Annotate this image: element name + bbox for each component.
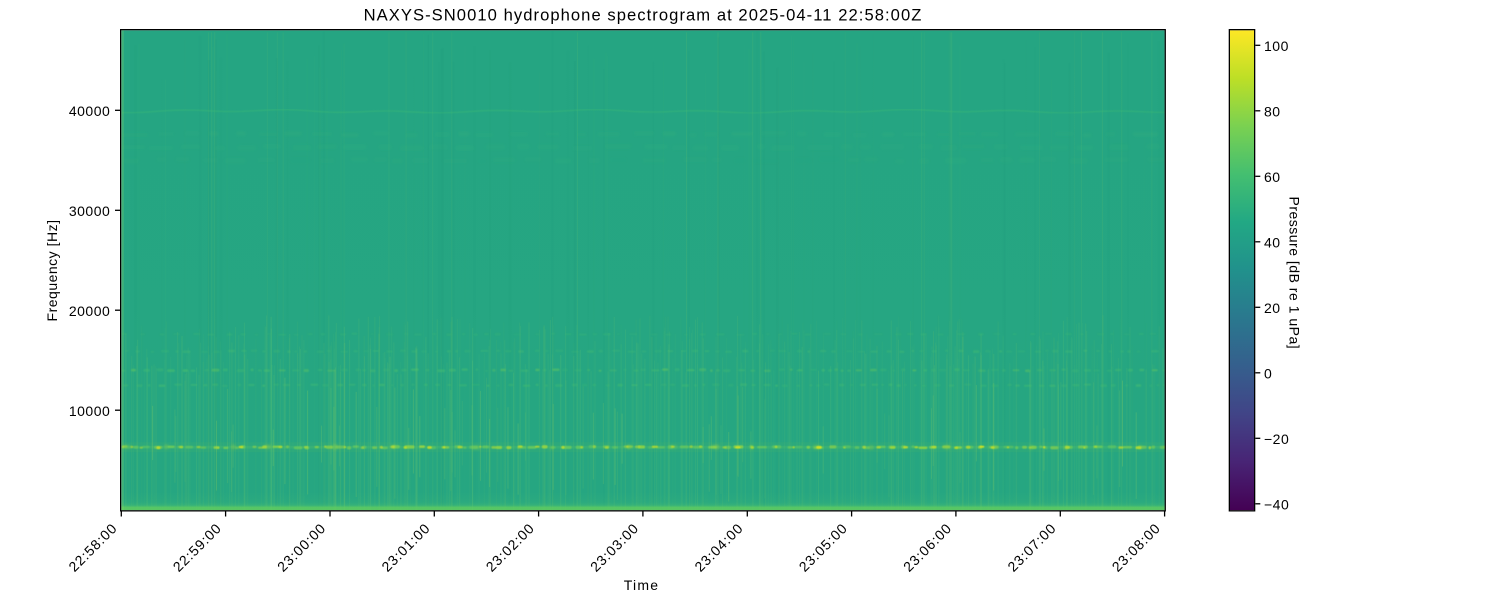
svg-text:80: 80 [1264,104,1281,120]
svg-text:23:01:00: 23:01:00 [378,520,433,575]
svg-text:23:03:00: 23:03:00 [587,520,642,575]
svg-text:23:00:00: 23:00:00 [274,520,329,575]
svg-text:Pressure [dB re 1 uPa]: Pressure [dB re 1 uPa] [1287,196,1303,349]
svg-text:60: 60 [1264,169,1281,185]
svg-text:Time: Time [624,577,659,593]
svg-text:NAXYS-SN0010 hydrophone spectr: NAXYS-SN0010 hydrophone spectrogram at 2… [364,6,923,25]
svg-text:−20: −20 [1264,431,1289,447]
svg-text:23:07:00: 23:07:00 [1004,520,1059,575]
svg-text:23:06:00: 23:06:00 [900,520,955,575]
svg-text:0: 0 [1264,366,1272,382]
svg-text:22:58:00: 22:58:00 [65,520,120,575]
svg-text:40000: 40000 [69,103,110,119]
svg-text:20: 20 [1264,300,1281,316]
svg-text:23:04:00: 23:04:00 [691,520,746,575]
svg-text:30000: 30000 [69,203,110,219]
svg-text:23:05:00: 23:05:00 [796,520,851,575]
svg-text:20000: 20000 [69,303,110,319]
svg-text:10000: 10000 [69,403,110,419]
svg-text:−40: −40 [1264,497,1289,513]
svg-text:22:59:00: 22:59:00 [170,520,225,575]
svg-text:23:02:00: 23:02:00 [483,520,538,575]
svg-text:100: 100 [1264,38,1289,54]
svg-text:Frequency [Hz]: Frequency [Hz] [44,220,60,322]
svg-text:23:08:00: 23:08:00 [1109,520,1164,575]
svg-text:40: 40 [1264,235,1281,251]
